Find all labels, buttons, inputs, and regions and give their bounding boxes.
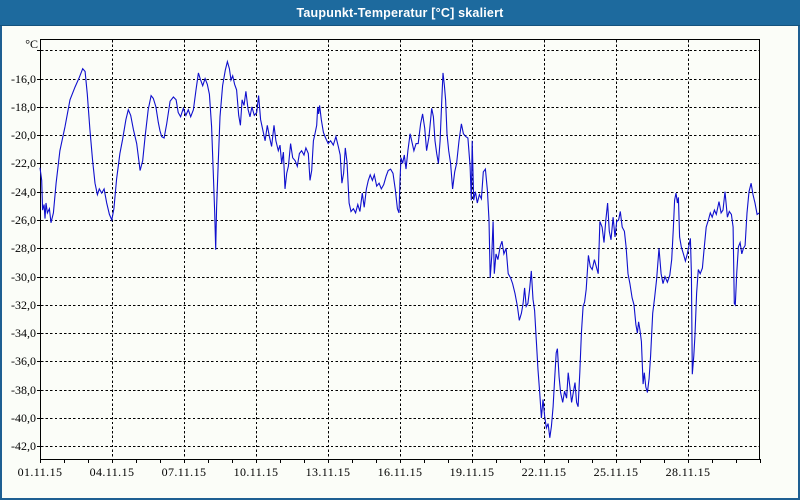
y-tick-label: -16,0	[11, 72, 36, 86]
y-tick-label: -20,0	[11, 128, 36, 142]
x-tick-label: 19.11.15	[449, 465, 495, 479]
y-tick-label: -22,0	[11, 156, 36, 170]
y-tick-label: -40,0	[11, 411, 36, 425]
y-tick-label: -24,0	[11, 185, 36, 199]
y-tick-label: -38,0	[11, 383, 36, 397]
x-tick-label: 13.11.15	[305, 465, 351, 479]
y-axis-unit-label: °C	[25, 37, 38, 51]
chart-title: Taupunkt-Temperatur [°C] skaliert	[296, 5, 504, 20]
x-tick-label: 10.11.15	[233, 465, 279, 479]
y-tick-label: -28,0	[11, 241, 36, 255]
x-tick-label: 28.11.15	[665, 465, 711, 479]
y-tick-label: -18,0	[11, 100, 36, 114]
x-tick-label: 07.11.15	[161, 465, 207, 479]
x-tick-label: 04.11.15	[89, 465, 135, 479]
chart-title-bar: Taupunkt-Temperatur [°C] skaliert	[0, 0, 800, 26]
x-tick-label: 25.11.15	[593, 465, 639, 479]
y-tick-label: -34,0	[11, 326, 36, 340]
y-tick-label: -26,0	[11, 213, 36, 227]
y-tick-label: -30,0	[11, 270, 36, 284]
y-tick-label: -32,0	[11, 298, 36, 312]
temperature-line	[39, 59, 760, 438]
x-tick-label: 01.11.15	[17, 465, 63, 479]
y-tick-label: -42,0	[11, 439, 36, 453]
x-tick-label: 22.11.15	[521, 465, 567, 479]
y-tick-label: -36,0	[11, 354, 36, 368]
x-tick-label: 16.11.15	[377, 465, 423, 479]
plot-border	[40, 39, 760, 460]
